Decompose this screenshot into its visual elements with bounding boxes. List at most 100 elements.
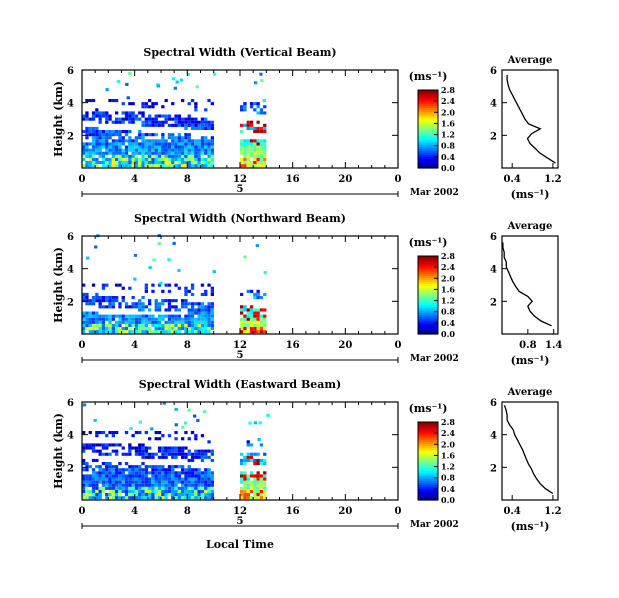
heatmap-cell: [171, 102, 175, 106]
heatmap-cell: [128, 465, 132, 469]
heatmap-cell: [138, 327, 142, 331]
heatmap-cell: [197, 161, 201, 165]
heatmap-cell: [187, 489, 191, 493]
heatmap-cell: [95, 486, 99, 490]
heatmap-cell: [200, 480, 205, 484]
heatmap-cell: [257, 438, 261, 441]
heatmap-cell: [115, 477, 119, 481]
heatmap-cell: [138, 420, 142, 424]
heatmap-cell: [121, 314, 125, 318]
heatmap-cell: [157, 161, 162, 165]
heatmap-cell: [138, 314, 142, 318]
panel-2: Spectral Width (Eastward Beam)0 4 8 12 16 20 0…: [52, 378, 562, 533]
heatmap-cell: [154, 120, 158, 124]
heatmap-cell: [190, 151, 195, 155]
heatmap-cell: [115, 164, 119, 168]
heatmap-cell: [134, 320, 139, 324]
heatmap-cell: [131, 164, 135, 168]
heatmap-cell: [171, 133, 175, 137]
heatmap-cell: [259, 126, 264, 130]
heatmap-cell: [190, 468, 195, 472]
heatmap-cell: [207, 142, 211, 146]
date-label: Mar 2002: [410, 520, 459, 530]
heatmap-cell: [138, 145, 142, 149]
heatmap-cell: [105, 317, 109, 321]
heatmap-cell: [138, 133, 142, 137]
heatmap-cell: [108, 161, 112, 165]
heatmap-cell: [105, 139, 109, 143]
heatmap-cell: [263, 308, 267, 312]
heatmap-cell: [154, 164, 158, 168]
heatmap-cell: [108, 327, 112, 331]
heatmap-cell: [161, 314, 165, 318]
heatmap-cell: [263, 126, 267, 130]
heatmap-cell: [174, 317, 178, 321]
heatmap-cell: [121, 471, 125, 475]
heatmap-cell: [207, 486, 211, 490]
heatmap-cell: [164, 314, 168, 318]
heatmap-cell: [134, 496, 139, 500]
heatmap-cell: [82, 311, 86, 315]
colorbar-segment: [418, 466, 438, 470]
heatmap-cell: [151, 486, 155, 490]
colorbar-segment: [418, 136, 438, 140]
heatmap-cell: [85, 496, 89, 500]
heatmap-cell: [134, 471, 139, 475]
heatmap-cell: [154, 493, 158, 497]
heatmap-cell: [82, 403, 87, 407]
heatmap-cell: [118, 139, 122, 143]
heatmap-cell: [121, 111, 125, 115]
colorbar-segment: [418, 259, 438, 263]
heatmap-cell: [161, 133, 165, 137]
profile-x-label: (ms⁻¹): [511, 520, 550, 533]
heatmap-cell: [184, 123, 188, 127]
heatmap-cell: [131, 145, 135, 149]
heatmap-cell: [91, 327, 96, 331]
heatmap-cell: [240, 311, 244, 315]
heatmap-cell: [243, 489, 247, 493]
heatmap-cell: [154, 102, 158, 106]
heatmap-cell: [174, 145, 178, 149]
heatmap-cell: [159, 281, 163, 285]
heatmap-cell: [105, 443, 109, 447]
heatmap-cell: [187, 157, 191, 161]
heatmap-cell: [174, 489, 178, 493]
heatmap-cell: [210, 157, 214, 161]
heatmap-cell: [88, 299, 92, 303]
heatmap-cell: [187, 314, 191, 318]
heatmap-cell: [134, 431, 139, 435]
heatmap-cell: [177, 496, 181, 500]
heatmap-cell: [184, 493, 188, 497]
heatmap-cell: [210, 161, 214, 165]
heatmap-cell: [111, 145, 115, 149]
heatmap-cell: [259, 108, 264, 112]
heatmap-cell: [200, 330, 205, 334]
heatmap-cell: [181, 327, 185, 331]
heatmap-cell: [118, 330, 122, 334]
heatmap-cell: [131, 151, 135, 155]
heatmap-cell: [164, 99, 168, 103]
heatmap-cell: [200, 154, 205, 158]
heatmap-cell: [141, 302, 145, 306]
heatmap-cell: [181, 486, 185, 490]
heatmap-cell: [148, 317, 152, 321]
heatmap-cell: [171, 471, 175, 475]
heatmap-cell: [141, 443, 145, 447]
heatmap-cell: [177, 474, 181, 478]
y-tick-label: 4: [67, 99, 74, 110]
heatmap-cell: [197, 148, 201, 152]
heatmap-cell: [204, 327, 208, 331]
heatmap-cell: [101, 468, 106, 472]
heatmap-cell: [85, 151, 89, 155]
heatmap-cell: [210, 145, 214, 149]
heatmap-cell: [88, 483, 92, 487]
heatmap-cell: [161, 145, 165, 149]
heatmap-cell: [190, 164, 195, 168]
heatmap-cell: [181, 123, 185, 127]
heatmap-cell: [144, 139, 148, 143]
profile-line: [506, 74, 556, 164]
heatmap-cell: [181, 483, 185, 487]
colorbar-segment: [418, 113, 438, 116]
heatmap-cell: [210, 323, 214, 327]
heatmap-cell: [88, 477, 92, 481]
